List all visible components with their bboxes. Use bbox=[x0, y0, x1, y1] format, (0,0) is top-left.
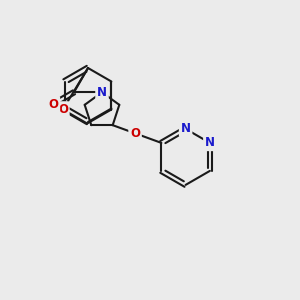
Text: O: O bbox=[58, 103, 68, 116]
Text: N: N bbox=[181, 122, 190, 135]
Text: O: O bbox=[130, 127, 140, 140]
Text: N: N bbox=[97, 86, 107, 99]
Text: N: N bbox=[205, 136, 215, 149]
Text: O: O bbox=[48, 98, 59, 111]
